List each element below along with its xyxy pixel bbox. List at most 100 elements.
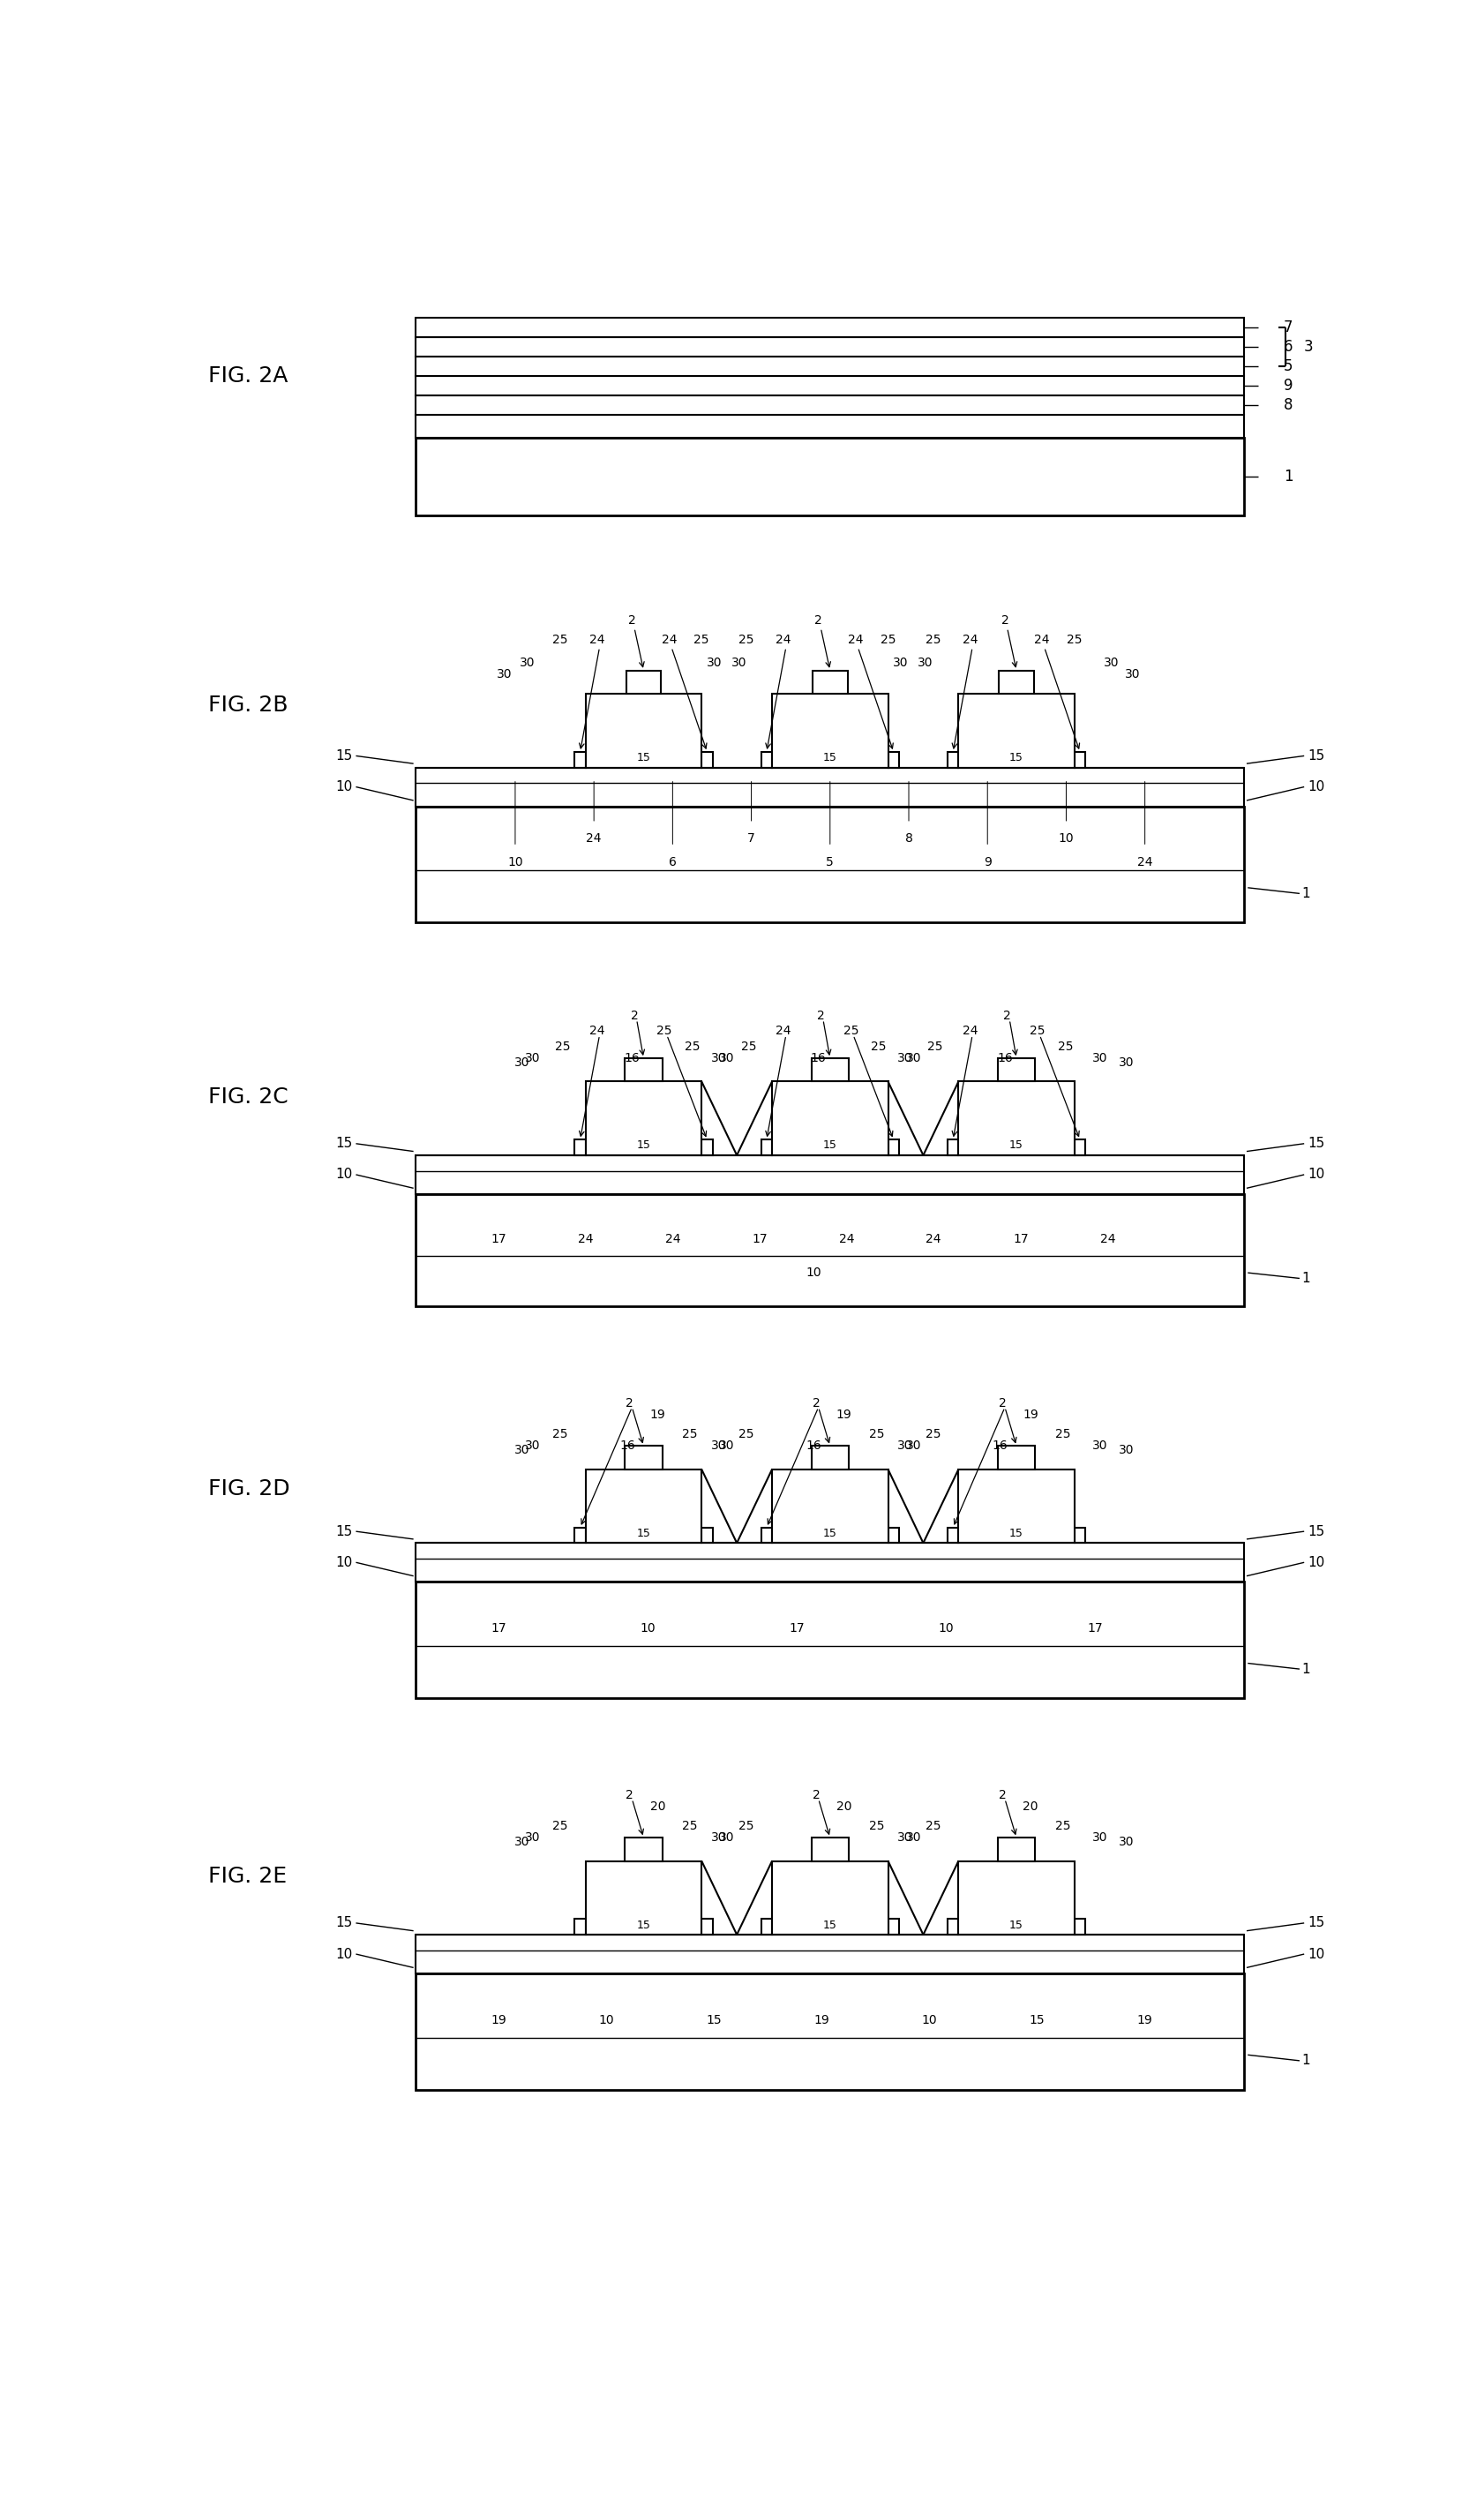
Bar — [812, 1838, 847, 1861]
Text: 30: 30 — [718, 1440, 735, 1453]
Text: 1: 1 — [1301, 886, 1309, 899]
Text: 24: 24 — [1137, 856, 1152, 869]
Text: 15: 15 — [335, 1526, 352, 1538]
Text: 25: 25 — [925, 1428, 941, 1440]
Text: 30: 30 — [730, 657, 746, 670]
Text: 10: 10 — [508, 856, 522, 869]
Text: 15: 15 — [637, 753, 650, 763]
Text: 30: 30 — [718, 1053, 735, 1065]
Text: 2: 2 — [999, 1788, 1006, 1800]
Text: 19: 19 — [1022, 1410, 1037, 1420]
Text: 24: 24 — [838, 1234, 853, 1246]
Text: 15: 15 — [1307, 1916, 1324, 1929]
Text: 30: 30 — [1119, 1836, 1134, 1848]
Text: 10: 10 — [335, 1168, 352, 1181]
Text: 17: 17 — [491, 1234, 506, 1246]
Bar — [997, 1058, 1034, 1083]
Text: 25: 25 — [1055, 1428, 1070, 1440]
Text: 2: 2 — [812, 1788, 819, 1800]
Text: 25: 25 — [681, 1821, 697, 1833]
Bar — [772, 1861, 887, 1934]
Text: 30: 30 — [513, 1443, 530, 1455]
Bar — [416, 768, 1244, 806]
Text: 25: 25 — [656, 1025, 672, 1037]
Text: FIG. 2C: FIG. 2C — [208, 1085, 288, 1108]
Text: 30: 30 — [497, 667, 512, 680]
Bar — [416, 1934, 1244, 1974]
Text: 30: 30 — [524, 1831, 540, 1843]
Bar — [947, 1528, 957, 1544]
Text: 6: 6 — [1282, 340, 1293, 355]
Text: 24: 24 — [847, 635, 862, 645]
Text: 10: 10 — [1307, 1946, 1324, 1962]
Text: 2: 2 — [816, 1010, 824, 1022]
Text: 24: 24 — [776, 635, 791, 645]
Bar — [625, 1838, 662, 1861]
Text: 2: 2 — [1003, 1010, 1011, 1022]
Text: 25: 25 — [739, 1428, 754, 1440]
Bar — [957, 1083, 1074, 1156]
Bar — [760, 1528, 772, 1544]
Text: 15: 15 — [1307, 1138, 1324, 1151]
Bar — [416, 1156, 1244, 1194]
Text: 7: 7 — [1282, 320, 1293, 335]
Text: 25: 25 — [739, 635, 754, 645]
Text: 19: 19 — [650, 1410, 665, 1420]
Text: 25: 25 — [868, 1428, 883, 1440]
Bar — [416, 415, 1244, 438]
Bar — [574, 1528, 585, 1544]
Text: 25: 25 — [871, 1040, 886, 1053]
Text: 17: 17 — [491, 1622, 506, 1634]
Bar — [947, 1141, 957, 1156]
Text: 15: 15 — [637, 1141, 650, 1151]
Text: 20: 20 — [835, 1800, 852, 1813]
Text: 24: 24 — [1034, 635, 1049, 645]
Bar — [812, 670, 847, 695]
Bar — [947, 753, 957, 768]
Text: 3: 3 — [1303, 340, 1313, 355]
Bar — [760, 1919, 772, 1934]
Text: 8: 8 — [904, 833, 913, 846]
Text: 24: 24 — [962, 1025, 978, 1037]
Text: FIG. 2D: FIG. 2D — [208, 1478, 291, 1498]
Text: 25: 25 — [681, 1428, 697, 1440]
Text: 15: 15 — [335, 1138, 352, 1151]
Text: 30: 30 — [711, 1053, 726, 1065]
Text: 25: 25 — [1028, 1025, 1045, 1037]
Text: FIG. 2B: FIG. 2B — [208, 695, 288, 715]
Text: 10: 10 — [598, 2014, 614, 2027]
Text: 20: 20 — [1022, 1800, 1037, 1813]
Text: 30: 30 — [524, 1440, 540, 1453]
Text: 25: 25 — [1057, 1040, 1073, 1053]
Text: 2: 2 — [625, 1397, 634, 1410]
Bar — [626, 670, 660, 695]
Bar — [957, 1471, 1074, 1544]
Text: 2: 2 — [815, 614, 822, 627]
Text: 24: 24 — [665, 1234, 680, 1246]
Bar — [772, 1083, 887, 1156]
Text: 24: 24 — [962, 635, 978, 645]
Text: 25: 25 — [552, 1821, 567, 1833]
Text: 1: 1 — [1282, 468, 1293, 483]
Text: 10: 10 — [1058, 833, 1073, 846]
Bar — [416, 1581, 1244, 1697]
Text: 15: 15 — [637, 1528, 650, 1538]
Text: 1: 1 — [1301, 1662, 1309, 1674]
Text: 17: 17 — [788, 1622, 804, 1634]
Bar — [1074, 1528, 1085, 1544]
Text: 25: 25 — [741, 1040, 757, 1053]
Bar — [997, 1838, 1034, 1861]
Bar — [416, 317, 1244, 337]
Text: 10: 10 — [1307, 781, 1324, 793]
Bar — [1074, 1141, 1085, 1156]
Text: 30: 30 — [513, 1836, 530, 1848]
Bar — [957, 1861, 1074, 1934]
Text: 30: 30 — [524, 1053, 540, 1065]
Text: 15: 15 — [1028, 2014, 1045, 2027]
Text: 15: 15 — [706, 2014, 721, 2027]
Text: 10: 10 — [1307, 1168, 1324, 1181]
Bar — [812, 1445, 847, 1471]
Bar — [574, 753, 585, 768]
Text: 30: 30 — [1123, 667, 1140, 680]
Bar — [585, 695, 702, 768]
